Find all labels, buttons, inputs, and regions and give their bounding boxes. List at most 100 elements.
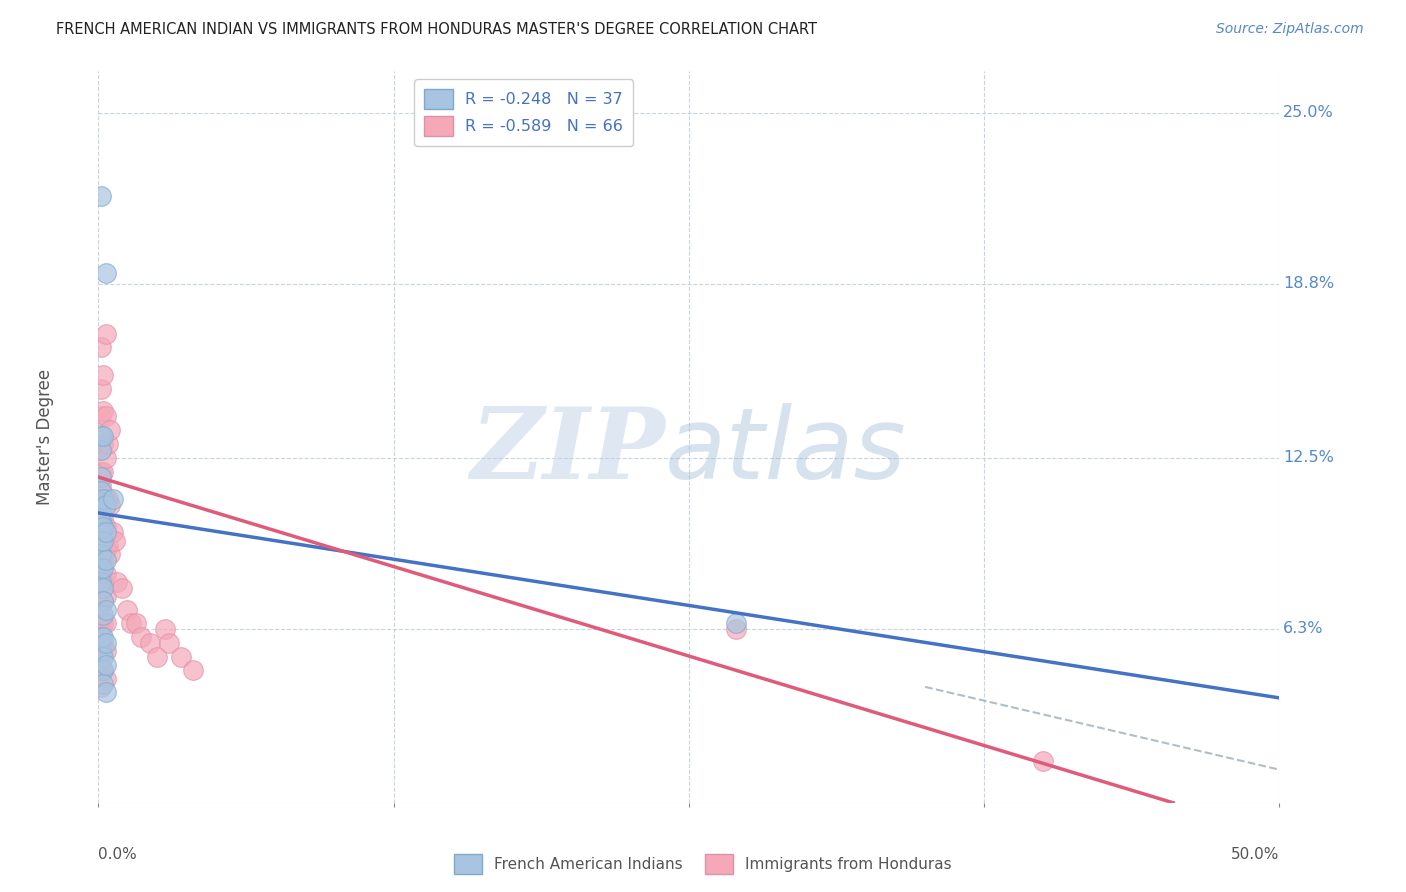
Legend: French American Indians, Immigrants from Honduras: French American Indians, Immigrants from… — [449, 848, 957, 880]
Point — [91, 465, 114, 479]
Point — [115, 602, 138, 616]
Point — [91, 533, 114, 548]
Text: 0.0%: 0.0% — [98, 847, 138, 862]
Point — [90, 649, 112, 664]
Point — [91, 486, 114, 500]
Point — [94, 525, 117, 540]
Point — [90, 636, 112, 650]
Point — [90, 442, 112, 457]
Point — [94, 636, 117, 650]
Point — [91, 581, 114, 595]
Point — [170, 649, 193, 664]
Point — [91, 663, 114, 677]
Point — [157, 636, 180, 650]
Point — [111, 581, 134, 595]
Point — [90, 382, 112, 396]
Point — [94, 492, 117, 507]
Point — [101, 492, 124, 507]
Point — [91, 677, 114, 691]
Text: atlas: atlas — [665, 403, 907, 500]
Point — [90, 483, 112, 498]
Point — [94, 266, 117, 280]
Text: Master's Degree: Master's Degree — [37, 369, 55, 505]
Point — [153, 622, 176, 636]
Point — [90, 548, 112, 562]
Point — [104, 533, 127, 548]
Point — [90, 492, 112, 507]
Point — [129, 630, 152, 644]
Point — [94, 409, 117, 424]
Point — [94, 644, 117, 658]
Point — [90, 442, 112, 457]
Point — [90, 608, 112, 623]
Point — [90, 622, 112, 636]
Point — [725, 622, 748, 636]
Point — [91, 368, 114, 382]
Point — [94, 520, 117, 534]
Point — [91, 533, 114, 548]
Point — [105, 574, 128, 589]
Point — [90, 514, 112, 528]
Point — [91, 649, 114, 664]
Text: 18.8%: 18.8% — [1284, 277, 1334, 292]
Point — [94, 498, 117, 512]
Point — [146, 649, 169, 664]
Point — [125, 616, 148, 631]
Point — [121, 616, 143, 631]
Point — [181, 663, 204, 677]
Point — [91, 630, 114, 644]
Text: 25.0%: 25.0% — [1284, 105, 1334, 120]
Point — [90, 478, 112, 492]
Text: 50.0%: 50.0% — [1232, 847, 1279, 862]
Legend: R = -0.248   N = 37, R = -0.589   N = 66: R = -0.248 N = 37, R = -0.589 N = 66 — [415, 79, 633, 146]
Point — [90, 594, 112, 608]
Point — [97, 437, 120, 451]
Text: 12.5%: 12.5% — [1284, 450, 1334, 466]
Point — [90, 574, 112, 589]
Point — [90, 465, 112, 479]
Point — [94, 326, 117, 341]
Point — [90, 188, 112, 202]
Point — [94, 657, 117, 672]
Point — [90, 663, 112, 677]
Point — [90, 520, 112, 534]
Text: FRENCH AMERICAN INDIAN VS IMMIGRANTS FROM HONDURAS MASTER'S DEGREE CORRELATION C: FRENCH AMERICAN INDIAN VS IMMIGRANTS FRO… — [56, 22, 817, 37]
Point — [90, 506, 112, 520]
Point — [94, 685, 117, 699]
Text: ZIP: ZIP — [471, 403, 665, 500]
Point — [91, 616, 114, 631]
Point — [90, 470, 112, 484]
Point — [90, 630, 112, 644]
Point — [98, 548, 121, 562]
Point — [91, 594, 114, 608]
Point — [91, 553, 114, 567]
Text: 6.3%: 6.3% — [1284, 622, 1323, 636]
Point — [94, 672, 117, 686]
Point — [139, 636, 162, 650]
Point — [91, 561, 114, 575]
Point — [90, 644, 112, 658]
Point — [90, 525, 112, 540]
Point — [94, 589, 117, 603]
Point — [94, 602, 117, 616]
Point — [94, 541, 117, 556]
Point — [1032, 755, 1054, 769]
Point — [98, 423, 121, 437]
Point — [90, 561, 112, 575]
Point — [98, 498, 121, 512]
Point — [94, 566, 117, 581]
Point — [94, 616, 117, 631]
Point — [101, 525, 124, 540]
Point — [91, 428, 114, 442]
Text: Source: ZipAtlas.com: Source: ZipAtlas.com — [1216, 22, 1364, 37]
Point — [90, 533, 112, 548]
Point — [90, 428, 112, 442]
Point — [91, 594, 114, 608]
Point — [90, 340, 112, 354]
Point — [91, 608, 114, 623]
Point — [91, 574, 114, 589]
Point — [97, 492, 120, 507]
Point — [91, 663, 114, 677]
Point — [90, 495, 112, 509]
Point — [91, 437, 114, 451]
